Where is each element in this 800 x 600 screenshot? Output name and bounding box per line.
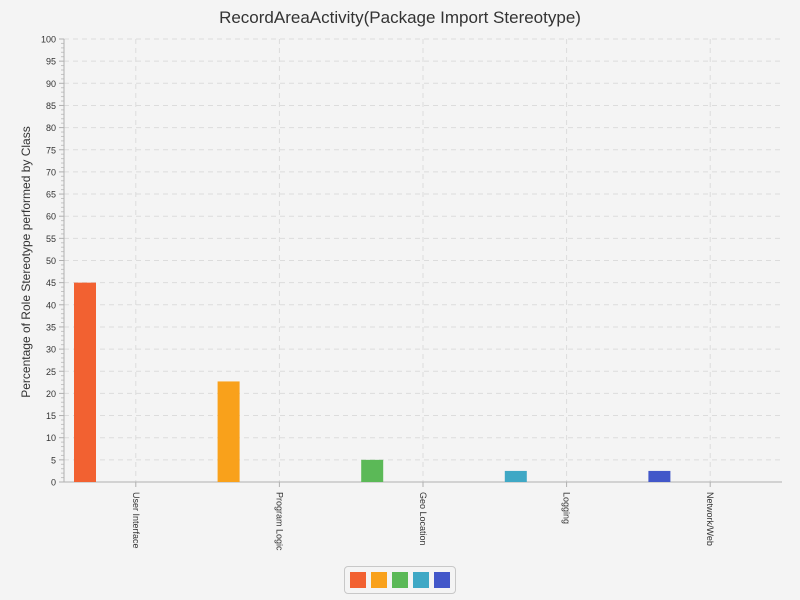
y-tick-label: 30: [46, 345, 56, 355]
chart-title: RecordAreaActivity(Package Import Stereo…: [219, 8, 581, 27]
legend-swatch: [413, 572, 429, 588]
x-tick-label: Logging: [562, 492, 572, 524]
legend-swatch: [350, 572, 366, 588]
y-tick-label: 20: [46, 389, 56, 399]
y-tick-label: 90: [46, 79, 56, 89]
y-tick-label: 100: [41, 35, 56, 45]
x-tick-label: Program Logic: [274, 492, 284, 551]
x-tick-label: Network/Web: [705, 492, 715, 546]
y-tick-label: 55: [46, 234, 56, 244]
y-tick-label: 35: [46, 322, 56, 332]
bar: [217, 381, 240, 482]
y-tick-label: 75: [46, 145, 56, 155]
y-tick-label: 65: [46, 190, 56, 200]
y-tick-label: 45: [46, 278, 56, 288]
bar: [74, 282, 96, 482]
y-tick-label: 70: [46, 167, 56, 177]
y-tick-label: 40: [46, 300, 56, 310]
y-tick-label: 0: [51, 478, 56, 488]
x-tick-label: User Interface: [131, 492, 141, 549]
x-tick-label: Geo Location: [418, 492, 428, 546]
bar: [361, 459, 384, 482]
y-tick-label: 5: [51, 455, 56, 465]
y-tick-label: 10: [46, 433, 56, 443]
bar: [504, 470, 527, 482]
y-tick-label: 15: [46, 411, 56, 421]
y-tick-label: 80: [46, 123, 56, 133]
y-tick-label: 95: [46, 57, 56, 67]
legend: [344, 566, 456, 594]
bar: [648, 470, 671, 482]
y-tick-label: 25: [46, 367, 56, 377]
y-tick-label: 85: [46, 101, 56, 111]
legend-swatch: [434, 572, 450, 588]
y-tick-label: 50: [46, 256, 56, 266]
legend-swatch: [371, 572, 387, 588]
y-tick-label: 60: [46, 212, 56, 222]
legend-swatch: [392, 572, 408, 588]
